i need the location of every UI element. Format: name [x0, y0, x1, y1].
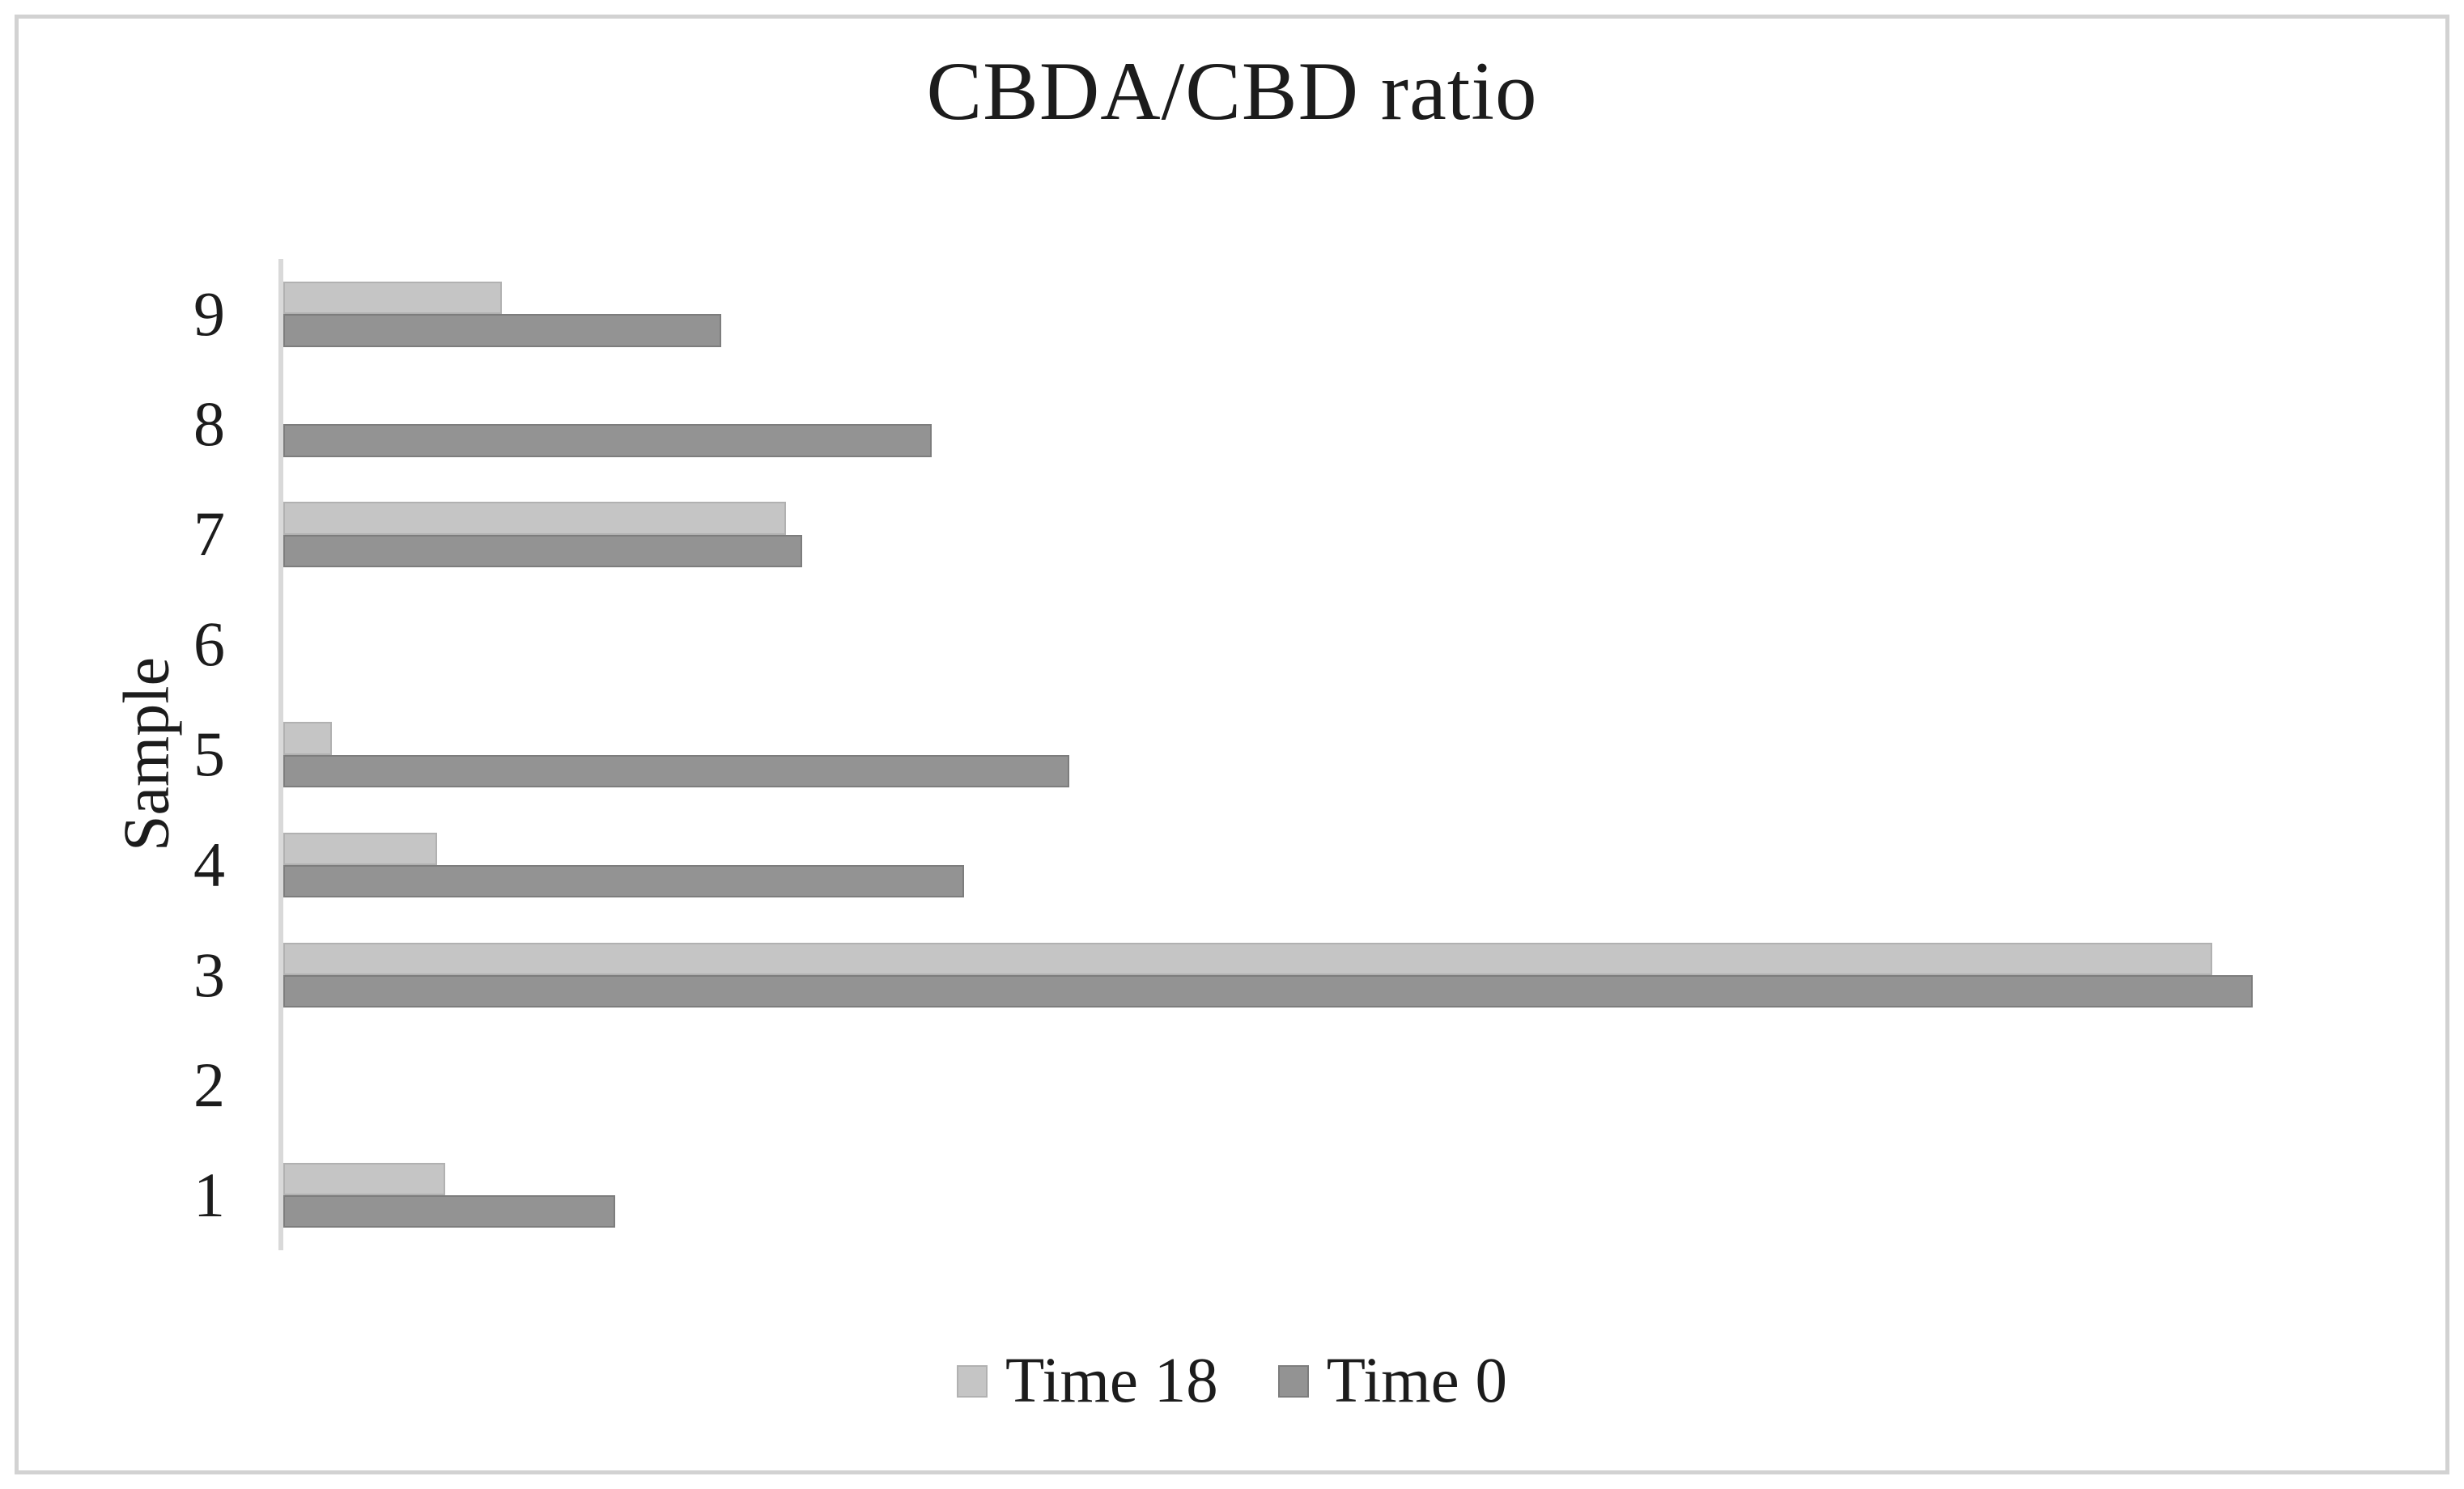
bar-time-18-sample-1 — [283, 1162, 446, 1196]
category-row-sample-4 — [283, 810, 2447, 920]
chart-frame-border — [15, 15, 2449, 1474]
bar-time-0-sample-3 — [283, 974, 2253, 1008]
y-tick-label-4: 4 — [193, 829, 225, 900]
category-row-sample-7 — [283, 479, 2447, 589]
y-tick-label-2: 2 — [193, 1049, 225, 1120]
category-row-sample-9 — [283, 259, 2447, 369]
category-row-sample-2 — [283, 1030, 2447, 1140]
bar-time-0-sample-1 — [283, 1195, 616, 1228]
legend-swatch-icon — [957, 1365, 988, 1398]
legend-swatch-icon — [1277, 1365, 1309, 1398]
plot-area — [278, 259, 2447, 1250]
legend-item-time-18: Time 18 — [957, 1345, 1218, 1418]
y-tick-label-9: 9 — [193, 278, 225, 350]
bar-time-0-sample-7 — [283, 534, 802, 567]
legend-label: Time 0 — [1326, 1346, 1507, 1416]
bar-time-18-sample-5 — [283, 722, 333, 755]
bar-time-0-sample-4 — [283, 864, 964, 898]
bar-time-18-sample-9 — [283, 282, 503, 315]
chart-title: CBDA/CBD ratio — [926, 45, 1538, 138]
y-tick-label-5: 5 — [193, 719, 225, 790]
y-tick-label-8: 8 — [193, 388, 225, 460]
bar-time-0-sample-5 — [283, 754, 1070, 788]
category-row-sample-1 — [283, 1140, 2447, 1250]
y-tick-label-7: 7 — [193, 498, 225, 570]
legend-item-time-0: Time 0 — [1277, 1345, 1507, 1418]
y-tick-label-1: 1 — [193, 1159, 225, 1230]
y-tick-label-6: 6 — [193, 609, 225, 680]
bar-time-18-sample-7 — [283, 502, 786, 535]
category-row-sample-5 — [283, 699, 2447, 809]
legend-label: Time 18 — [1005, 1346, 1218, 1416]
bar-time-18-sample-3 — [283, 942, 2212, 975]
y-tick-label-3: 3 — [193, 939, 225, 1010]
category-row-sample-8 — [283, 369, 2447, 479]
category-row-sample-6 — [283, 589, 2447, 699]
category-row-sample-3 — [283, 920, 2447, 1030]
bar-time-18-sample-4 — [283, 832, 438, 865]
y-axis-tick-labels: 9 8 7 6 5 4 3 2 1 — [0, 259, 253, 1250]
bar-time-0-sample-8 — [283, 424, 932, 457]
legend: Time 18 Time 0 — [0, 1337, 2464, 1426]
bar-time-0-sample-9 — [283, 314, 721, 347]
